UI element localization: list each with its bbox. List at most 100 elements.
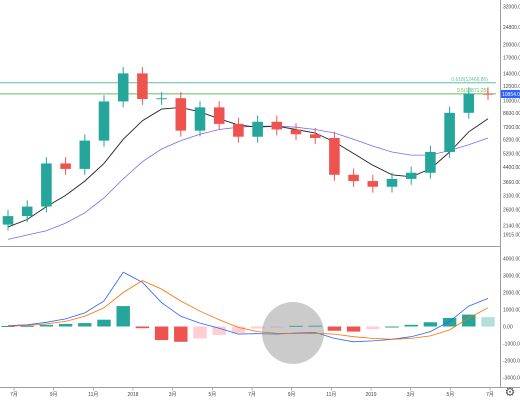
time-tick-label: 11月 — [326, 392, 336, 398]
macd-histogram-bar — [462, 314, 476, 327]
candle-body — [60, 163, 71, 169]
time-tick-label: 7月 — [248, 392, 256, 398]
time-tick-label: 7月 — [10, 392, 18, 398]
slow-moving-average-line — [7, 125, 489, 240]
macd-histogram-bar — [346, 326, 361, 332]
macd-histogram-bar — [231, 326, 246, 334]
candle-body — [213, 107, 225, 124]
price-tick-label: 5200.00 — [503, 152, 520, 158]
fib-level-label: 0.5(10871.25) — [457, 88, 488, 94]
macd-tick-label: 3000.00 — [503, 274, 520, 280]
candle-body — [271, 121, 283, 130]
candle-body — [2, 216, 14, 225]
macd-histogram-bar — [212, 326, 226, 335]
macd-line — [7, 271, 489, 343]
last-price-tag — [501, 89, 520, 98]
last-price-label: 10854.00 — [502, 92, 520, 98]
macd-tick-label: 4000.00 — [503, 257, 520, 263]
time-tick-label: 3月 — [169, 392, 177, 398]
macd-histogram-bar — [270, 326, 284, 328]
price-tick-label: 32000.00 — [503, 4, 520, 10]
price-tick-label: 2140.00 — [503, 223, 520, 229]
time-tick-label: 2019 — [365, 392, 376, 398]
candle-body — [405, 172, 417, 179]
macd-histogram-bar — [58, 323, 73, 327]
macd-histogram-bar — [250, 326, 265, 329]
candle-body — [444, 112, 455, 152]
time-tick-label: 9月 — [50, 392, 58, 398]
macd-histogram-bar — [135, 326, 150, 329]
candle-body — [386, 178, 398, 187]
macd-histogram-bar — [289, 325, 303, 327]
macd-signal-line — [7, 280, 489, 340]
highlight-circle — [262, 302, 324, 364]
macd-histogram-bar — [97, 319, 111, 327]
candle-body — [252, 121, 263, 137]
time-tick-label: 9月 — [288, 392, 296, 398]
price-tick-label: 24800.00 — [503, 25, 520, 31]
fib-level-label: 0.618(12466.86) — [451, 77, 488, 83]
candle-body — [309, 134, 321, 139]
price-tick-label: 2600.00 — [503, 208, 520, 214]
candle-body — [348, 174, 359, 182]
price-tick-label: 12000.00 — [503, 84, 520, 90]
price-tick-label: 8600.00 — [503, 111, 520, 117]
candle-body — [425, 151, 436, 173]
time-tick-label: 11月 — [88, 392, 98, 398]
time-tick-label: 3月 — [407, 392, 415, 398]
macd-tick-label: -2000.00 — [503, 359, 520, 365]
macd-tick-label: 1000.00 — [503, 308, 520, 314]
price-tick-label: 17000.00 — [503, 56, 520, 62]
macd-histogram-bar — [1, 325, 15, 327]
price-tick-label: 20000.00 — [503, 43, 520, 49]
candle-body — [194, 107, 206, 131]
price-tick-label: 3660.00 — [503, 180, 520, 186]
price-tick-label: 4400.00 — [503, 165, 520, 171]
price-tick-label: 14000.00 — [503, 71, 520, 77]
macd-histogram-bar — [366, 326, 380, 330]
candle-body — [463, 93, 475, 113]
candle-body — [137, 73, 148, 100]
time-tick-label: 7月 — [486, 392, 494, 398]
candle-body — [329, 138, 340, 175]
macd-histogram-bar — [193, 326, 207, 339]
macd-histogram-bar — [39, 324, 54, 327]
price-tick-label: 6200.00 — [503, 137, 520, 143]
candle-body — [156, 98, 167, 100]
macd-tick-label: -1000.00 — [503, 342, 520, 348]
candle-body — [21, 206, 33, 217]
macd-histogram-bar — [154, 326, 169, 341]
macd-histogram-bar — [116, 306, 130, 327]
candle-body — [233, 123, 244, 137]
time-tick-label: 5月 — [446, 392, 454, 398]
macd-histogram-bar — [78, 323, 92, 327]
macd-histogram-bar — [174, 326, 188, 342]
candle-body — [175, 98, 187, 131]
price-tick-label: 1915.00 — [503, 232, 520, 238]
macd-histogram-bar — [404, 324, 418, 327]
macd-histogram-bar — [20, 325, 34, 327]
macd-tick-label: -3000.00 — [503, 376, 520, 382]
macd-histogram-bar — [308, 325, 322, 327]
candle-body — [98, 101, 110, 141]
gear-icon[interactable]: ⚙ — [504, 385, 516, 399]
macd-tick-label: 0.00 — [503, 325, 513, 331]
candle-body — [79, 140, 91, 169]
candle-body — [482, 93, 494, 95]
macd-tick-label: 2000.00 — [503, 291, 520, 297]
price-tick-label: 3100.00 — [503, 193, 520, 199]
price-tick-label: 10000.00 — [503, 99, 520, 105]
macd-histogram-bar — [385, 326, 399, 328]
macd-histogram-bar — [481, 317, 495, 327]
candle-body — [41, 163, 52, 207]
time-tick-label: 5月 — [208, 392, 216, 398]
time-tick-label: 2018 — [127, 392, 138, 398]
candle-body — [290, 129, 302, 135]
candle-body — [367, 181, 379, 187]
macd-histogram-bar — [442, 318, 457, 327]
macd-histogram-bar — [327, 326, 342, 331]
price-tick-label: 7200.00 — [503, 125, 520, 131]
macd-histogram-bar — [423, 322, 438, 327]
